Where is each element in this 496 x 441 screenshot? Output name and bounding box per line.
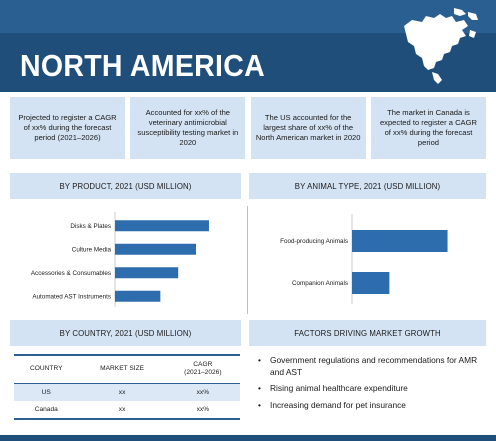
table-cell-market-size: xx <box>78 383 166 401</box>
section-header-factors: FACTORS DRIVING MARKET GROWTH <box>249 320 486 346</box>
category-label: Accessories & Consumables <box>31 270 111 277</box>
bar-accessories-consumables <box>115 267 179 279</box>
table-cell-cagr: xx% <box>165 401 240 420</box>
section-header-country: BY COUNTRY, 2021 (USD MILLION) <box>10 320 241 346</box>
category-label: Disks & Plates <box>70 223 111 230</box>
country-table: COUNTRY MARKET SIZE CAGR (2021–2026) US x… <box>14 354 240 420</box>
north-america-map-icon <box>404 8 478 84</box>
category-label: Automated AST Instruments <box>32 293 111 300</box>
chart-divider <box>247 206 248 314</box>
table-cell-country: US <box>14 383 79 401</box>
table-header-country: COUNTRY <box>14 354 79 384</box>
animal-bar-chart: Food-producing Animals Companion Animals <box>249 206 486 314</box>
bar-food-producing-animals <box>352 230 448 252</box>
stat-box-share: Accounted for xx% of the veterinary anti… <box>130 97 246 159</box>
section-header-animal: BY ANIMAL TYPE, 2021 (USD MILLION) <box>249 173 486 199</box>
category-label: Culture Media <box>72 246 112 253</box>
table-cell-market-size: xx <box>78 401 166 420</box>
table-header-cagr: CAGR (2021–2026) <box>165 354 240 384</box>
table-cell-country: Canada <box>14 401 79 420</box>
category-label: Companion Animals <box>292 280 348 287</box>
list-item: Government regulations and recommendatio… <box>256 354 486 378</box>
list-item: Increasing demand for pet insurance <box>256 399 486 411</box>
table-row: US xx xx% <box>14 383 240 401</box>
table-header-row: COUNTRY MARKET SIZE CAGR (2021–2026) <box>14 354 240 384</box>
product-chart-svg: Disks & Plates Culture Media Accessories &… <box>31 212 209 307</box>
bar-companion-animals <box>352 272 390 294</box>
list-item: Rising animal healthcare expenditure <box>256 382 486 394</box>
table-cell-cagr: xx% <box>165 383 240 401</box>
category-label: Food-producing Animals <box>280 238 348 245</box>
growth-factors-list: Government regulations and recommendatio… <box>256 354 486 415</box>
animal-chart-svg: Food-producing Animals Companion Animals <box>280 214 448 304</box>
section-header-product: BY PRODUCT, 2021 (USD MILLION) <box>10 173 241 199</box>
stat-box-canada: The market in Canada is expected to regi… <box>370 97 486 159</box>
stat-box-cagr: Projected to register a CAGR of xx% duri… <box>10 97 125 159</box>
bar-automated-ast-instruments <box>115 290 161 302</box>
key-stats-row: Projected to register a CAGR of xx% duri… <box>10 97 486 159</box>
bar-culture-media <box>115 243 196 255</box>
bar-disks-plates <box>115 220 209 232</box>
footer-bar <box>0 435 496 441</box>
page-title: NORTH AMERICA <box>20 48 265 83</box>
stat-box-us: The US accounted for the largest share o… <box>250 97 366 159</box>
product-bar-chart: Disks & Plates Culture Media Accessories &… <box>10 206 246 314</box>
header-banner: NORTH AMERICA <box>0 0 496 92</box>
table-row: Canada xx xx% <box>14 401 240 420</box>
table-header-market-size: MARKET SIZE <box>78 354 166 384</box>
